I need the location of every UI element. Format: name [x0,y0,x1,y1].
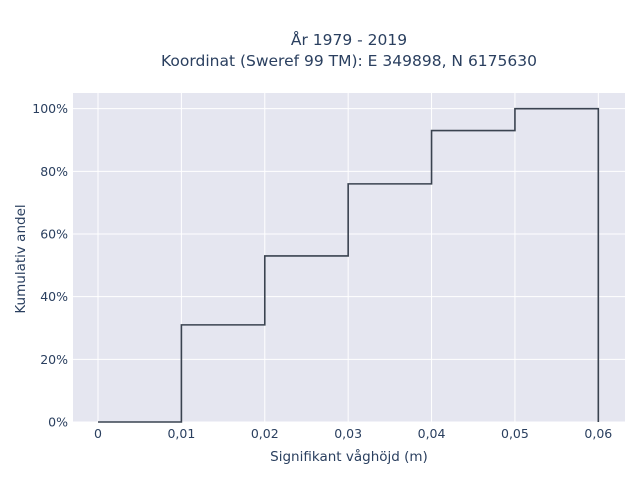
x-tick-label: 0,04 [418,426,446,441]
series-step-line [98,107,600,423]
x-tick-label: 0 [94,426,102,441]
x-tick-label: 0,03 [334,426,362,441]
x-tick-label: 0,06 [584,426,612,441]
y-tick-label: 100% [32,101,68,116]
y-tick-label: 0% [48,415,68,430]
y-tick-label: 60% [40,227,68,242]
plot-area [73,93,625,422]
x-tick-label: 0,05 [501,426,529,441]
y-tick-label: 40% [40,289,68,304]
chart-title: År 1979 - 2019 [291,30,407,49]
y-tick-labels: 0% 20% 40% 60% 80% 100% [32,101,68,429]
y-axis-title: Kumulativ andel [13,204,29,313]
x-tick-label: 0,01 [167,426,195,441]
x-tick-label: 0,02 [251,426,279,441]
y-tick-label: 20% [40,352,68,367]
x-tick-labels: 0 0,01 0,02 0,03 0,04 0,05 0,06 [94,426,612,441]
y-tick-label: 80% [40,164,68,179]
chart-subtitle: Koordinat (Sweref 99 TM): E 349898, N 61… [161,52,537,70]
x-axis-title: Signifikant våghöjd (m) [270,448,428,465]
